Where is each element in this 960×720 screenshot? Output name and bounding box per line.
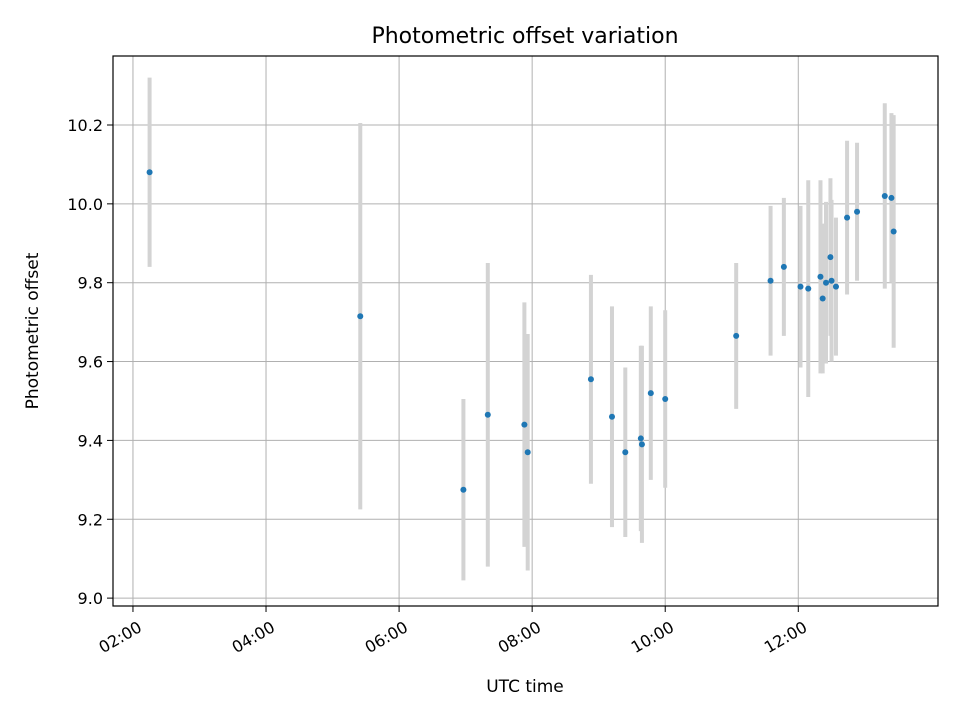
data-points: [146, 169, 897, 493]
data-point: [647, 390, 654, 397]
data-point: [819, 295, 826, 302]
axis-ticks: 02:00 04:00 06:00 08:00 10:00 12:009.09.29.49…: [67, 116, 810, 657]
data-point: [587, 376, 594, 383]
data-point: [460, 486, 467, 493]
data-point: [733, 332, 740, 339]
data-point: [608, 413, 615, 420]
y-tick-label: 9.0: [78, 589, 103, 608]
data-point: [484, 411, 491, 418]
data-point: [854, 208, 861, 215]
data-point: [622, 449, 629, 456]
data-point: [832, 283, 839, 290]
data-point: [888, 194, 895, 201]
data-point: [881, 192, 888, 199]
y-tick-label: 9.2: [78, 510, 103, 529]
data-point: [823, 279, 830, 286]
data-point: [637, 435, 644, 442]
data-point: [890, 228, 897, 235]
data-point: [146, 169, 153, 176]
data-point: [828, 277, 835, 284]
data-point: [638, 441, 645, 448]
data-point: [767, 277, 774, 284]
x-axis-label: UTC time: [486, 677, 564, 697]
data-point: [524, 449, 531, 456]
y-tick-label: 9.8: [78, 274, 103, 293]
data-point: [797, 283, 804, 290]
y-axis-label: Photometric offset: [23, 252, 43, 409]
data-point: [521, 421, 528, 428]
y-tick-label: 10.0: [67, 195, 103, 214]
data-point: [662, 396, 669, 403]
data-point: [357, 313, 364, 320]
data-point: [827, 254, 834, 261]
data-point: [805, 285, 812, 292]
data-point: [844, 214, 851, 221]
data-point: [817, 273, 824, 280]
y-tick-label: 9.6: [78, 353, 103, 372]
y-tick-label: 10.2: [67, 116, 103, 135]
plot-frame: [112, 55, 939, 607]
y-tick-label: 9.4: [78, 431, 103, 450]
chart-title: Photometric offset variation: [371, 24, 678, 49]
data-point: [780, 263, 787, 270]
